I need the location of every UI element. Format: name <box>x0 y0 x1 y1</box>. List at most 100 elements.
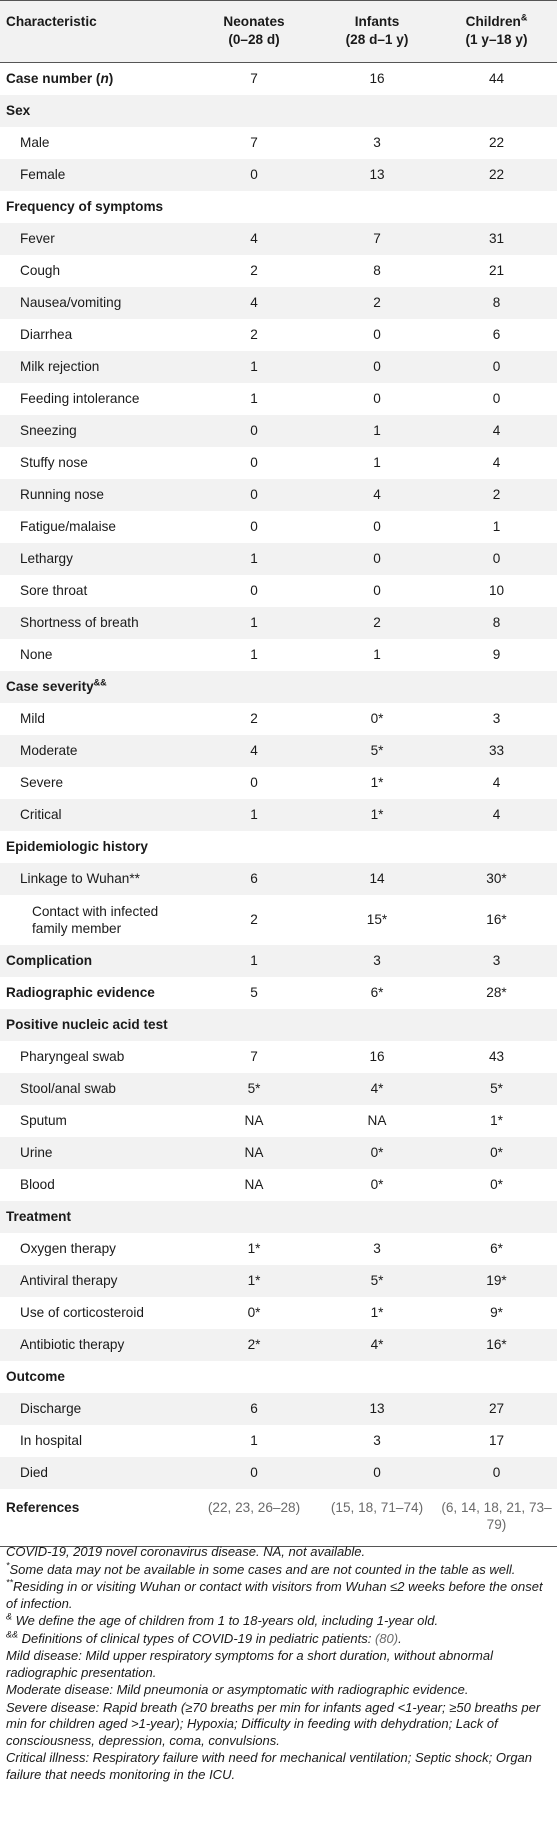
definition-critical: Critical illness: Respiratory failure wi… <box>6 1750 533 1782</box>
cell-infants <box>318 191 436 223</box>
row-label: Milk rejection <box>20 359 100 374</box>
cell-neonates: 0 <box>250 583 258 598</box>
table-row: Antiviral therapy 1* 5* 19* <box>0 1264 557 1297</box>
cell-children: 31 <box>488 231 505 246</box>
cell-children: 30* <box>486 871 507 886</box>
cell-infants: 4* <box>370 1081 384 1096</box>
header-neonates: Neonates (0–28 d) <box>223 14 285 47</box>
cell-neonates <box>190 1361 318 1393</box>
row-label: Use of corticosteroid <box>20 1305 144 1320</box>
cell-children: 1* <box>490 1113 503 1128</box>
cell-neonates: 7 <box>250 135 258 150</box>
cell-children: 27 <box>488 1401 505 1416</box>
table-row: Sex <box>0 94 557 127</box>
cell-children: 4 <box>492 423 501 438</box>
table-row: Outcome <box>0 1361 557 1393</box>
cell-infants: 1* <box>370 775 384 790</box>
row-label: Pharyngeal swab <box>20 1049 125 1064</box>
definition-severe: Severe disease: Rapid breath (≥70 breath… <box>6 1699 541 1748</box>
cell-infants: 1 <box>373 647 381 662</box>
cell-infants: 13 <box>369 167 385 182</box>
cell-children: 0 <box>492 551 501 566</box>
table-row: Pharyngeal swab 7 16 43 <box>0 1041 557 1073</box>
row-label: References <box>6 1499 80 1515</box>
cell-children: 0* <box>490 1145 503 1160</box>
cell-children: 1 <box>492 519 501 534</box>
cell-children: 44 <box>488 71 505 87</box>
definition-moderate: Moderate disease: Mild pneumonia or asym… <box>6 1682 469 1697</box>
cell-neonates <box>190 831 318 863</box>
cell-infants: 3 <box>373 1433 381 1448</box>
cell-neonates: 2 <box>250 263 258 278</box>
cell-infants: 0 <box>373 519 381 534</box>
cell-infants <box>318 671 436 703</box>
cell-children <box>436 95 557 127</box>
cell-infants: 0 <box>373 583 381 598</box>
cell-neonates: 1 <box>250 615 258 630</box>
cell-children: 10 <box>488 583 505 598</box>
cell-children: 0* <box>490 1177 503 1192</box>
table-row: In hospital 1 3 17 <box>0 1425 557 1457</box>
table-row: Male 7 3 22 <box>0 127 557 159</box>
row-label: Sex <box>6 103 31 118</box>
cell-infants <box>318 95 436 127</box>
table-row: Radiographic evidence 5 6* 28* <box>0 977 557 1009</box>
table-row: Severe 0 1* 4 <box>0 767 557 799</box>
row-label: Sneezing <box>20 423 77 438</box>
table-row: Moderate 4 5* 33 <box>0 734 557 767</box>
cell-neonates: NA <box>244 1145 264 1160</box>
cell-children: 4 <box>492 807 501 822</box>
cell-neonates: 6 <box>250 871 258 886</box>
cell-infants: 0 <box>373 551 381 566</box>
table-row: Urine NA 0* 0* <box>0 1136 557 1169</box>
cell-neonates: 1 <box>250 1433 258 1448</box>
cell-infants[interactable]: (15, 18, 71–74) <box>330 1499 424 1515</box>
cell-infants: 7 <box>373 231 381 246</box>
table-row: Cough 2 8 21 <box>0 255 557 287</box>
table-row: References (22, 23, 26–28) (15, 18, 71–74)… <box>0 1489 557 1547</box>
cell-neonates: 2 <box>250 912 258 927</box>
cell-children: 9 <box>492 647 501 662</box>
clinical-characteristics-table: Characteristic Neonates (0–28 d) Infants(… <box>0 0 557 1547</box>
table-row: Epidemiologic history <box>0 831 557 863</box>
cell-infants <box>318 1009 436 1041</box>
table-row: Complication 1 3 3 <box>0 944 557 977</box>
cell-children <box>436 191 557 223</box>
cell-neonates: 0 <box>250 455 258 470</box>
cell-neonates: 1 <box>250 647 258 662</box>
row-label: Positive nucleic acid test <box>6 1017 168 1032</box>
cell-neonates: 2* <box>247 1337 261 1352</box>
reference-link[interactable]: (80) <box>374 1630 399 1646</box>
table-row: None 1 1 9 <box>0 639 557 671</box>
table-row: Sneezing 0 1 4 <box>0 414 557 447</box>
table-row: Blood NA 0* 0* <box>0 1169 557 1201</box>
cell-children <box>436 831 557 863</box>
footnote-clinical-types: && Definitions of clinical types of COVI… <box>6 1629 402 1646</box>
cell-neonates: 4 <box>250 231 258 246</box>
table-row: Positive nucleic acid test <box>0 1008 557 1041</box>
cell-infants: 1 <box>373 423 381 438</box>
table-row: Linkage to Wuhan** 6 14 30* <box>0 862 557 895</box>
row-label: Sore throat <box>20 583 88 598</box>
cell-children: 6* <box>490 1241 503 1256</box>
table-header-row: Characteristic Neonates (0–28 d) Infants(… <box>0 0 557 63</box>
cell-children: 19* <box>486 1273 507 1288</box>
cell-neonates: 5 <box>250 985 258 1000</box>
cell-neonates: 7 <box>250 71 258 87</box>
cell-children: 4 <box>492 775 501 790</box>
cell-children[interactable]: (6, 14, 18, 21, 73–79) <box>441 1499 552 1532</box>
row-label: Critical <box>20 807 62 822</box>
cell-infants: 3 <box>373 953 381 968</box>
cell-neonates <box>190 191 318 223</box>
table-row: Sputum NA NA 1* <box>0 1105 557 1137</box>
table-row: Lethargy 1 0 0 <box>0 542 557 575</box>
row-label: Moderate <box>20 743 78 758</box>
cell-children <box>436 1009 557 1041</box>
table-row: Contact with infected family member 2 15* 1… <box>0 895 557 945</box>
cell-neonates: 2 <box>250 711 258 726</box>
definition-mild: Mild disease: Mild upper respiratory sym… <box>6 1648 493 1680</box>
cell-neonates[interactable]: (22, 23, 26–28) <box>207 1499 301 1515</box>
cell-neonates: 1 <box>250 551 258 566</box>
cell-neonates: 1 <box>250 807 258 822</box>
row-label: Mild <box>20 711 45 726</box>
